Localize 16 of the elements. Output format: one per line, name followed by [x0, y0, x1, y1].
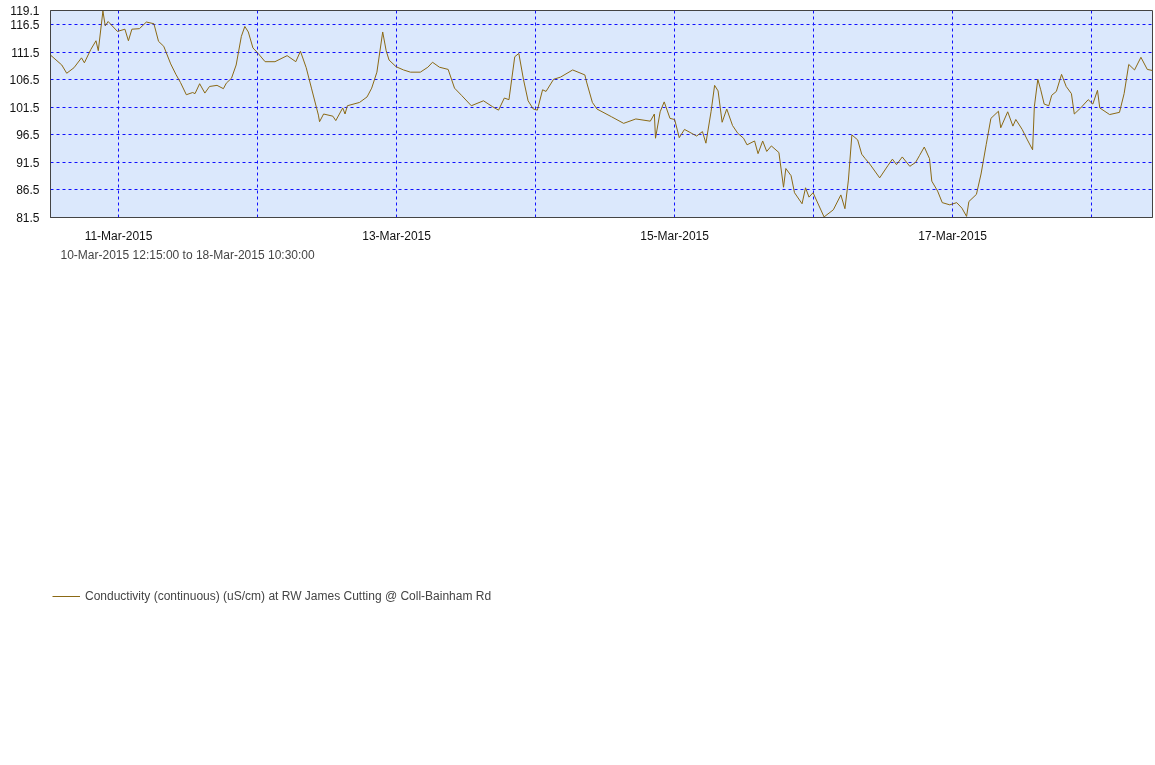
- x-tick-label: 17-Mar-2015: [918, 228, 988, 243]
- legend-label: Conductivity (continuous) (uS/cm) at RW James Cutting @ Coll-Bainham Rd: [85, 588, 492, 603]
- text: 10-Mar-2015 12:15:00 to 18-Mar-2015 10:30:00: [60, 247, 315, 262]
- x-tick-label: 11-Mar-2015: [84, 228, 153, 243]
- y-tick-label: 86.5: [16, 183, 40, 198]
- y-tick-label: 91.5: [16, 155, 40, 170]
- x-tick-label: 13-Mar-2015: [362, 228, 432, 243]
- y-tick-label: 119.1: [10, 4, 40, 18]
- y-tick-label: 81.5: [16, 211, 40, 225]
- line-series: [50, 10, 1153, 218]
- y-tick-label: 101.5: [9, 100, 40, 115]
- y-tick-label: 106.5: [9, 73, 40, 88]
- y-tick-label: 111.5: [11, 45, 40, 60]
- y-tick-label: 96.5: [16, 128, 40, 143]
- x-tick-label: 15-Mar-2015: [640, 228, 710, 243]
- y-tick-label: 116.5: [10, 18, 40, 33]
